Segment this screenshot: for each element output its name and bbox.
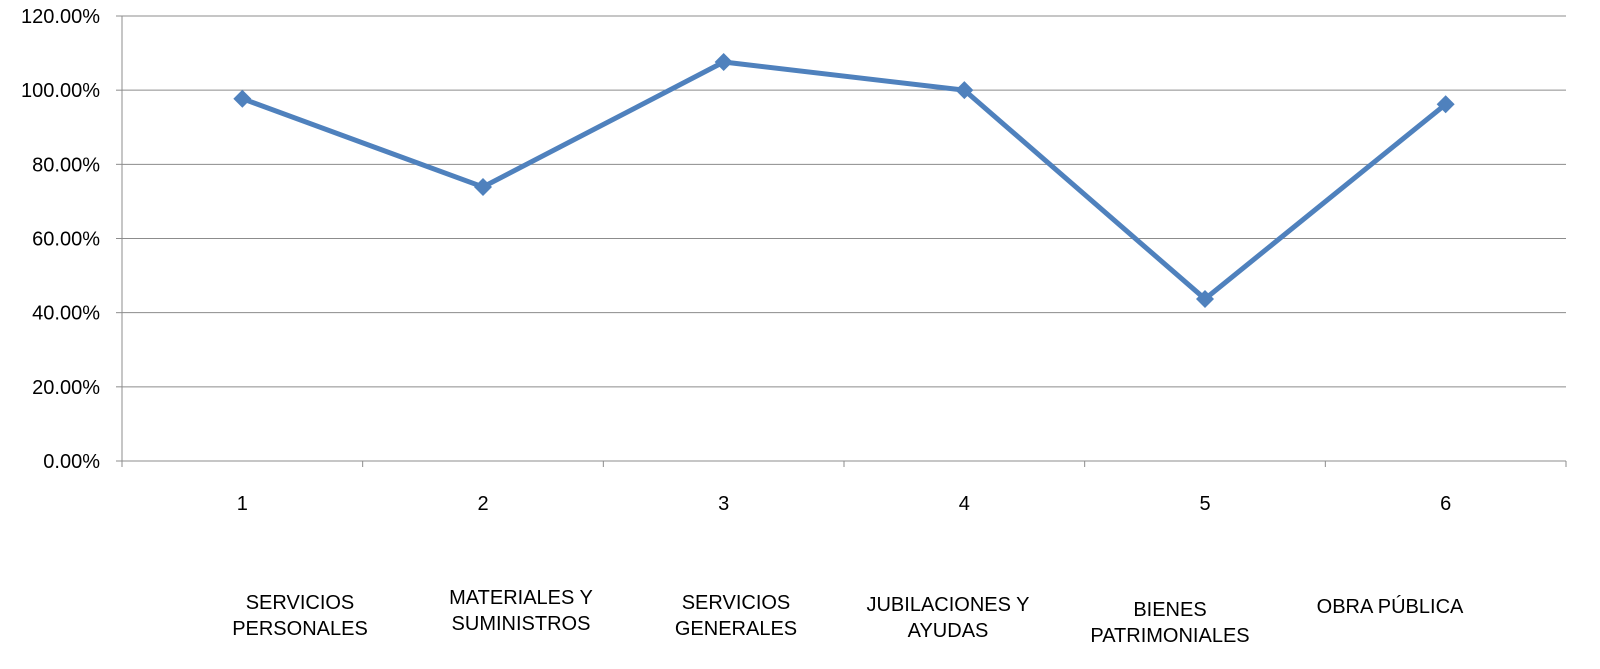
series <box>233 52 1455 308</box>
y-tick-label: 60.00% <box>32 229 100 251</box>
y-tick-labels: 0.00% 20.00% 40.00% 60.00% 80.00% 100.00% 120.… <box>21 6 100 473</box>
y-tick-label: 0.00% <box>43 451 100 473</box>
category-name-4: JUBILACIONES Y AYUDAS <box>866 594 1030 642</box>
y-tick-label: 40.00% <box>32 303 100 325</box>
x-tick-labels: 1 2 3 4 5 6 <box>237 493 1451 515</box>
category-name-1: SERVICIOS PERSONALES <box>232 592 368 640</box>
data-point <box>955 81 974 100</box>
y-tick-label: 100.00% <box>21 80 100 102</box>
data-point <box>1436 95 1455 114</box>
category-name-6: OBRA PÚBLICA <box>1316 596 1464 618</box>
data-point <box>474 177 492 196</box>
series-line <box>241 59 1448 303</box>
x-tick-label: 5 <box>1199 493 1210 515</box>
data-point <box>714 52 733 71</box>
x-tick-label: 6 <box>1440 493 1451 515</box>
y-tick-label: 80.00% <box>32 154 100 176</box>
x-tick-label: 2 <box>477 493 488 515</box>
category-name-2: MATERIALES Y SUMINISTROS <box>449 587 593 635</box>
data-point <box>1196 289 1214 308</box>
gridlines <box>122 15 1566 388</box>
category-name-5: BIENES PATRIMONIALES <box>1090 599 1250 647</box>
y-tick-label: 20.00% <box>32 377 100 399</box>
x-tick-label: 3 <box>718 493 729 515</box>
axes <box>116 15 1567 467</box>
data-point <box>233 89 252 108</box>
x-tick-label: 1 <box>237 493 248 515</box>
category-name-3: SERVICIOS GENERALES <box>674 592 798 640</box>
x-tick-label: 4 <box>959 493 970 515</box>
y-tick-label: 120.00% <box>21 6 100 28</box>
